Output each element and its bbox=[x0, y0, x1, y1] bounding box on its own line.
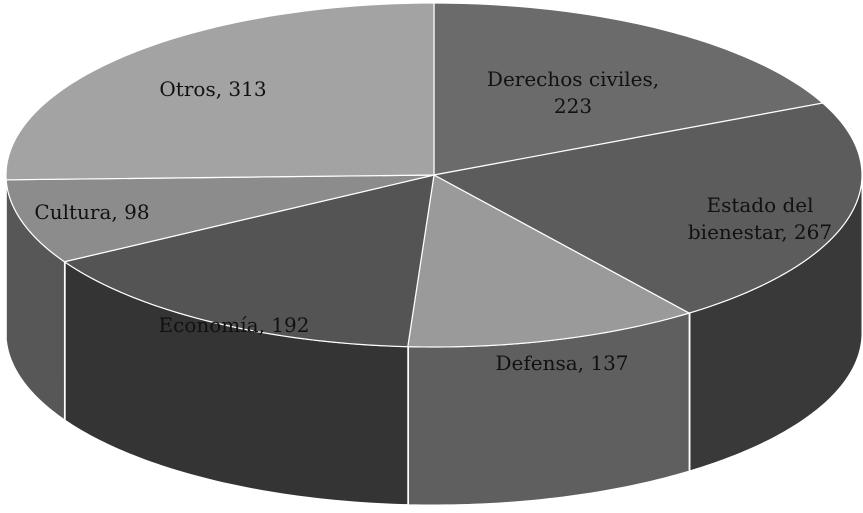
pie-slice-defensa bbox=[407, 174, 691, 348]
pie-tops bbox=[5, 2, 863, 348]
pie-slice-otros bbox=[5, 2, 435, 181]
slice-label-estado-del-bienestar: Estado del bienestar, 267 bbox=[688, 193, 832, 244]
pie-sides bbox=[5, 174, 863, 506]
slice-label-line: Derechos civiles, bbox=[487, 67, 659, 91]
slice-label-econom-a: Economía, 192 bbox=[159, 313, 310, 337]
slice-label-line: Economía, 192 bbox=[159, 313, 310, 337]
slice-label-line: Cultura, 98 bbox=[34, 200, 149, 224]
pie-slice-estado-del-bienestar bbox=[432, 102, 863, 314]
slice-label-line: Otros, 313 bbox=[159, 77, 266, 101]
slice-label-cultura: Cultura, 98 bbox=[34, 200, 149, 224]
slice-label-line: Estado del bbox=[706, 193, 813, 217]
pie-labels: Derechos civiles, 223 Estado del bienestar,… bbox=[34, 67, 832, 375]
pie-slice-econom-a bbox=[62, 174, 435, 348]
slice-label-defensa: Defensa, 137 bbox=[495, 351, 628, 375]
slice-label-line: 223 bbox=[554, 94, 592, 118]
slice-label-line: bienestar, 267 bbox=[688, 220, 832, 244]
slice-label-derechos-civiles: Derechos civiles, 223 bbox=[487, 67, 659, 118]
pie-slice-derechos-civiles bbox=[433, 2, 825, 176]
slice-label-otros: Otros, 313 bbox=[159, 77, 266, 101]
slice-label-line: Defensa, 137 bbox=[495, 351, 628, 375]
pie-slice-cultura bbox=[5, 174, 435, 263]
